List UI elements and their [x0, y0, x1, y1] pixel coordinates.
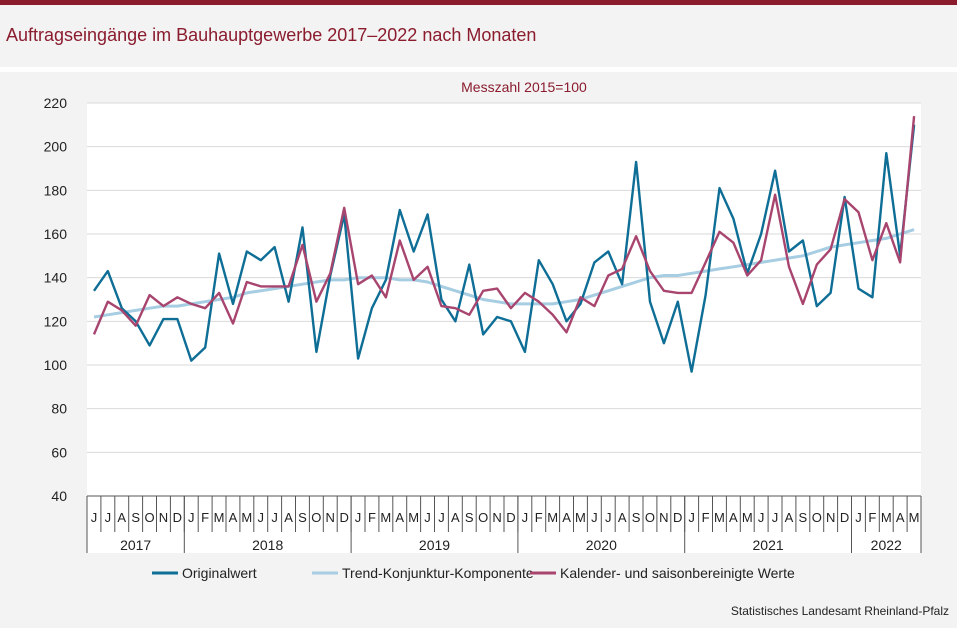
y-tick-label: 80	[51, 401, 67, 417]
month-label: O	[478, 510, 488, 525]
month-label: J	[271, 510, 278, 525]
month-label: J	[258, 510, 265, 525]
year-label: 2022	[871, 537, 902, 553]
month-label: M	[881, 510, 892, 525]
month-label: M	[408, 510, 419, 525]
month-label: N	[492, 510, 501, 525]
y-tick-label: 60	[51, 444, 67, 460]
month-label: S	[298, 510, 307, 525]
month-label: M	[380, 510, 391, 525]
y-tick-label: 100	[44, 357, 68, 373]
month-label: A	[451, 510, 460, 525]
month-label: D	[840, 510, 849, 525]
top-accent-bar	[0, 0, 957, 5]
year-label: 2018	[252, 537, 283, 553]
month-label: J	[522, 510, 529, 525]
month-label: N	[326, 510, 335, 525]
year-label: 2020	[586, 537, 617, 553]
source-note: Statistisches Landesamt Rheinland-Pfalz	[730, 604, 949, 618]
month-label: M	[547, 510, 558, 525]
y-tick-label: 120	[44, 313, 68, 329]
month-label: A	[395, 510, 404, 525]
month-label: A	[284, 510, 293, 525]
month-label: A	[562, 510, 571, 525]
legend-label: Kalender- und saisonbereinigte Werte	[560, 565, 795, 581]
month-label: J	[91, 510, 98, 525]
month-label: J	[688, 510, 695, 525]
month-label: A	[785, 510, 794, 525]
month-label: O	[144, 510, 154, 525]
month-label: F	[702, 510, 710, 525]
month-label: J	[438, 510, 445, 525]
month-label: F	[868, 510, 876, 525]
month-label: F	[201, 510, 209, 525]
legend-label: Trend-Konjunktur-Komponente	[342, 565, 534, 581]
month-label: M	[742, 510, 753, 525]
y-tick-label: 220	[44, 95, 68, 111]
month-label: O	[311, 510, 321, 525]
month-label: J	[424, 510, 431, 525]
month-label: N	[659, 510, 668, 525]
series-line-kalender-und-saisonbereinigte-werte	[92, 115, 916, 335]
year-label: 2021	[753, 537, 784, 553]
month-label: D	[673, 510, 682, 525]
month-label: N	[159, 510, 168, 525]
month-label: M	[909, 510, 920, 525]
y-tick-label: 180	[44, 182, 68, 198]
month-label: F	[368, 510, 376, 525]
month-label: D	[173, 510, 182, 525]
month-label: J	[855, 510, 862, 525]
y-tick-label: 140	[44, 270, 68, 286]
month-label: M	[714, 510, 725, 525]
month-label: S	[799, 510, 808, 525]
chart-title: Auftragseingänge im Bauhauptgewerbe 2017…	[6, 25, 537, 45]
month-label: D	[506, 510, 515, 525]
month-label: A	[229, 510, 238, 525]
month-label: D	[339, 510, 348, 525]
month-label: J	[772, 510, 779, 525]
month-label: J	[758, 510, 765, 525]
y-tick-label: 40	[51, 488, 67, 504]
month-label: N	[826, 510, 835, 525]
legend-label: Originalwert	[182, 565, 257, 581]
month-label: J	[355, 510, 362, 525]
chart-subtitle: Messzahl 2015=100	[461, 79, 587, 95]
month-label: J	[605, 510, 612, 525]
month-label: J	[188, 510, 195, 525]
month-label: J	[591, 510, 598, 525]
month-label: O	[812, 510, 822, 525]
month-label: S	[632, 510, 641, 525]
month-label: A	[896, 510, 905, 525]
month-label: S	[131, 510, 140, 525]
month-label: J	[105, 510, 112, 525]
month-label: M	[214, 510, 225, 525]
series-line-originalwert	[93, 124, 916, 373]
month-label: F	[535, 510, 543, 525]
year-label: 2019	[419, 537, 450, 553]
month-label: O	[645, 510, 655, 525]
title-band	[0, 5, 957, 67]
month-label: A	[618, 510, 627, 525]
month-label: M	[241, 510, 252, 525]
month-label: A	[117, 510, 126, 525]
month-label: M	[575, 510, 586, 525]
year-label: 2017	[120, 537, 151, 553]
y-tick-label: 160	[44, 226, 68, 242]
y-tick-label: 200	[44, 139, 68, 155]
month-label: S	[465, 510, 474, 525]
month-label: A	[729, 510, 738, 525]
